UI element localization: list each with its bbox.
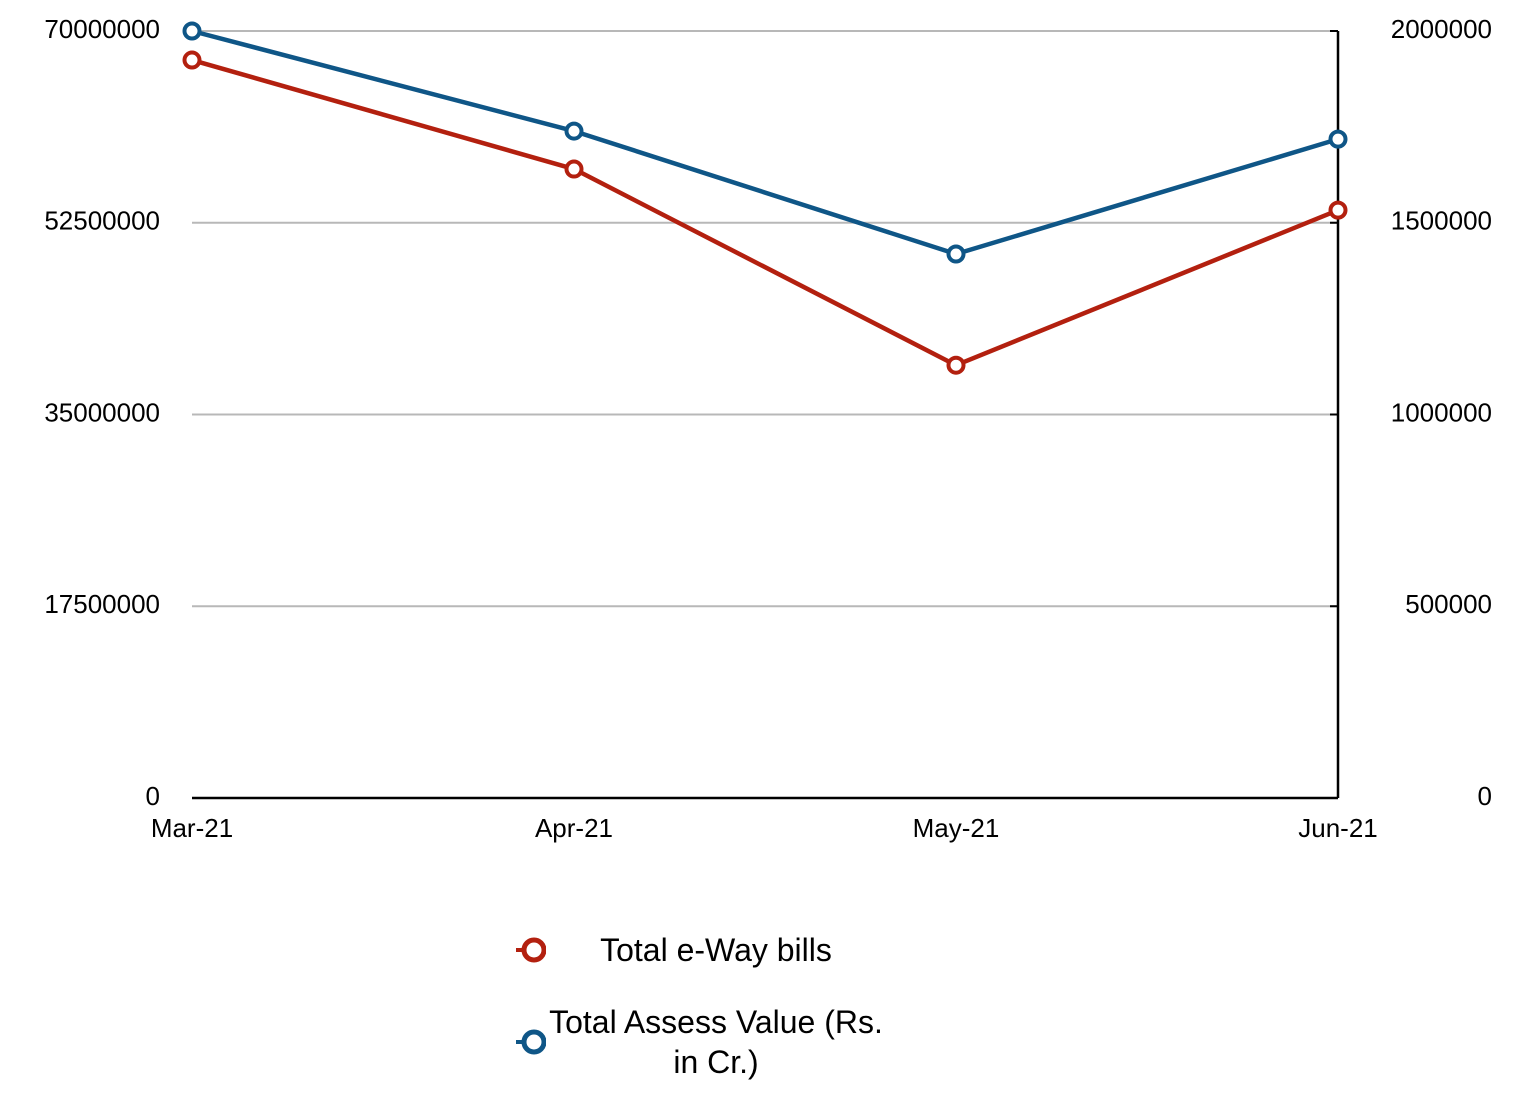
legend-label: Total Assess Value (Rs. in Cr.): [546, 1002, 886, 1082]
y2-tick-label: 1500000: [1391, 206, 1492, 236]
legend: Total e-Way bills Total Assess Value (Rs.…: [500, 920, 960, 1104]
x-tick-label: Mar-21: [151, 813, 233, 843]
y-tick-label: 0: [146, 781, 160, 811]
point-marker: [1331, 203, 1346, 218]
y-tick-label: 70000000: [44, 14, 160, 44]
series-line: [192, 31, 1338, 254]
legend-marker: [524, 1032, 544, 1052]
legend-marker: [524, 940, 544, 960]
point-marker: [949, 358, 964, 373]
y-tick-label: 52500000: [44, 206, 160, 236]
x-tick-label: May-21: [913, 813, 1000, 843]
y-tick-label: 17500000: [44, 589, 160, 619]
x-tick-label: Jun-21: [1298, 813, 1378, 843]
point-marker: [1331, 132, 1346, 147]
y2-tick-label: 0: [1478, 781, 1492, 811]
y2-tick-label: 1000000: [1391, 397, 1492, 427]
legend-item: Total Assess Value (Rs. in Cr.): [500, 1002, 960, 1082]
point-marker: [949, 247, 964, 262]
series-line: [192, 60, 1338, 365]
page: 0 17500000 35000000 52500000 70000000 0 500000…: [0, 0, 1521, 1099]
x-tick-label: Apr-21: [535, 813, 613, 843]
chart: 0 17500000 35000000 52500000 70000000 0 500000…: [0, 0, 1521, 900]
y2-tick-label: 2000000: [1391, 14, 1492, 44]
point-marker: [185, 53, 200, 68]
y-tick-label: 35000000: [44, 397, 160, 427]
point-marker: [567, 162, 582, 177]
legend-swatch: [500, 920, 546, 980]
legend-swatch: [500, 1012, 546, 1072]
point-marker: [567, 124, 582, 139]
point-marker: [185, 24, 200, 39]
y2-tick-label: 500000: [1405, 589, 1492, 619]
legend-item: Total e-Way bills: [500, 920, 960, 980]
legend-label: Total e-Way bills: [546, 930, 886, 970]
